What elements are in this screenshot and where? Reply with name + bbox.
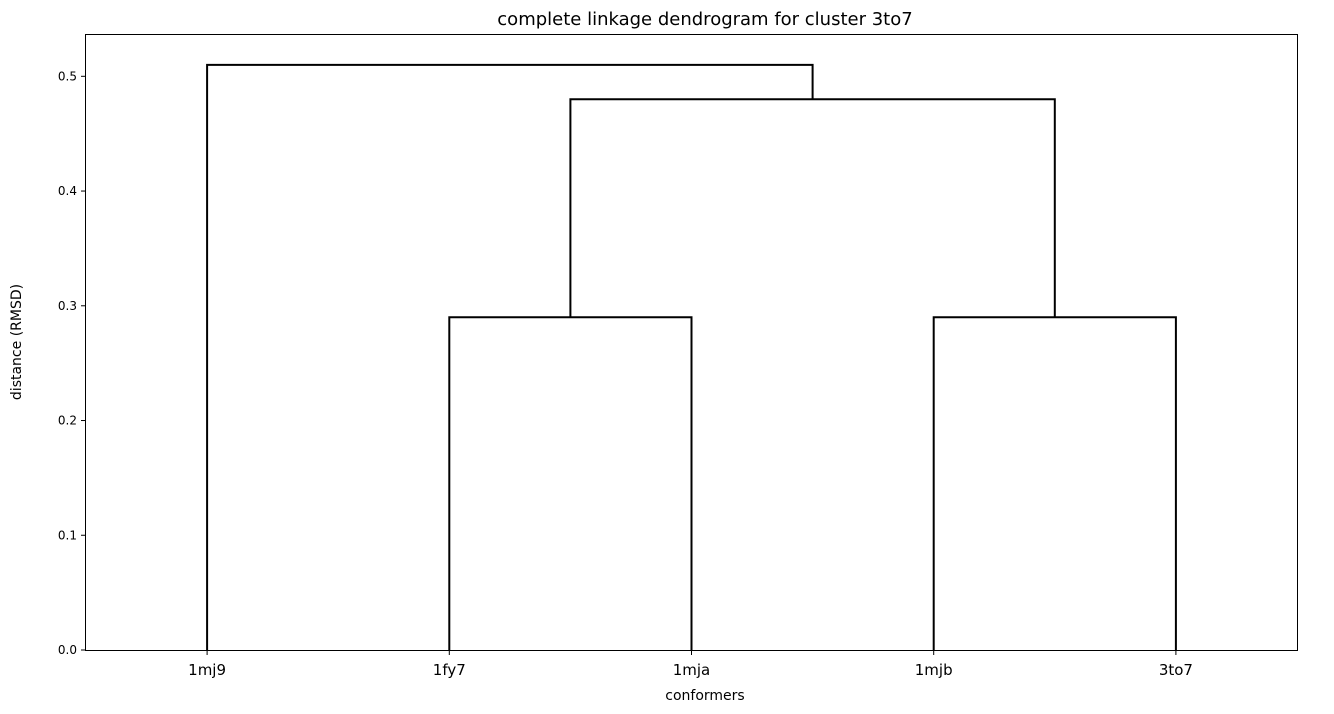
x-tick-label-1mjb: 1mjb [915,661,953,679]
link-1fy7-1mja [448,316,693,650]
y-axis: 0.0 0.1 0.2 0.3 0.4 0.5 [58,69,86,657]
link-1fy7+1mja-1mjb+3to7 [569,98,1056,318]
y-tick-label: 0.3 [58,299,77,313]
y-tick-label: 0.1 [58,528,77,542]
y-tick-label: 0.0 [58,643,77,657]
x-axis: 1mj9 1fy7 1mja 1mjb 3to7 [188,650,1193,679]
link-1mjb-3to7 [932,316,1177,650]
y-tick-label: 0.4 [58,184,77,198]
link-1mj9-1fy7+1mja+1mjb+3to7 [206,63,814,650]
chart-title: complete linkage dendrogram for cluster … [497,9,912,30]
dendrogram-links [206,63,1177,650]
x-axis-label: conformers [665,688,744,704]
x-tick-label-1mj9: 1mj9 [188,661,226,679]
y-tick-label: 0.2 [58,414,77,428]
x-tick-label-1mja: 1mja [673,661,711,679]
x-tick-label-1fy7: 1fy7 [433,661,466,679]
y-axis-label: distance (RMSD) [9,284,25,400]
y-tick-label: 0.5 [58,69,77,83]
x-tick-label-3to7: 3to7 [1159,661,1193,679]
